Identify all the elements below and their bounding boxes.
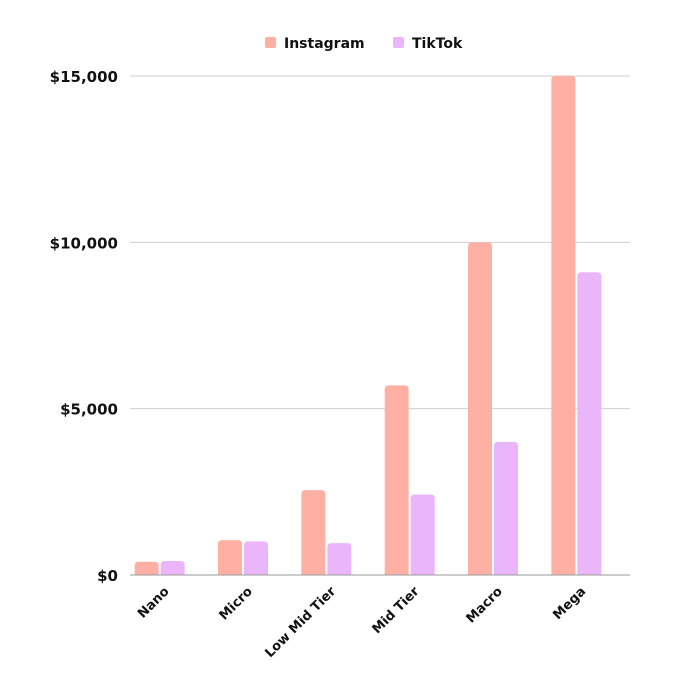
bar-instagram-nano	[134, 561, 159, 575]
legend: Instagram TikTok	[265, 36, 463, 52]
y-axis-tick-labels: $0 $5,000 $10,000 $15,000	[50, 68, 118, 585]
bar-instagram-low-mid-tier	[301, 490, 326, 575]
x-tick-label: Mid Tier	[370, 584, 423, 637]
legend-swatch-instagram	[265, 37, 276, 48]
y-tick-label: $10,000	[50, 234, 118, 252]
x-tick-label: Low Mid Tier	[262, 584, 339, 661]
x-tick-label: Mega	[550, 584, 589, 623]
bar-instagram-mid-tier	[384, 385, 409, 575]
legend-swatch-tiktok	[393, 37, 404, 48]
bar-tiktok-micro	[244, 541, 268, 575]
bar-instagram-micro	[218, 540, 242, 575]
legend-label-instagram: Instagram	[284, 36, 365, 52]
bars	[134, 76, 602, 576]
bar-tiktok-low-mid-tier	[327, 543, 352, 575]
bar-instagram-mega	[551, 76, 576, 575]
y-tick-label: $0	[97, 567, 118, 585]
x-tick-label: Macro	[464, 584, 506, 626]
bar-instagram-macro	[468, 242, 492, 576]
legend-label-tiktok: TikTok	[412, 36, 463, 52]
x-tick-label: Micro	[217, 584, 256, 623]
y-tick-label: $5,000	[60, 401, 118, 419]
x-axis-category-labels: Nano Micro Low Mid Tier Mid Tier Macro Mega	[135, 584, 589, 661]
bar-tiktok-macro	[494, 441, 518, 575]
bar-tiktok-nano	[160, 561, 185, 575]
y-tick-label: $15,000	[50, 68, 118, 86]
grid-lines	[130, 75, 630, 410]
x-tick-label: Nano	[135, 584, 172, 621]
bar-tiktok-mega	[577, 272, 602, 575]
bar-tiktok-mid-tier	[410, 494, 435, 575]
